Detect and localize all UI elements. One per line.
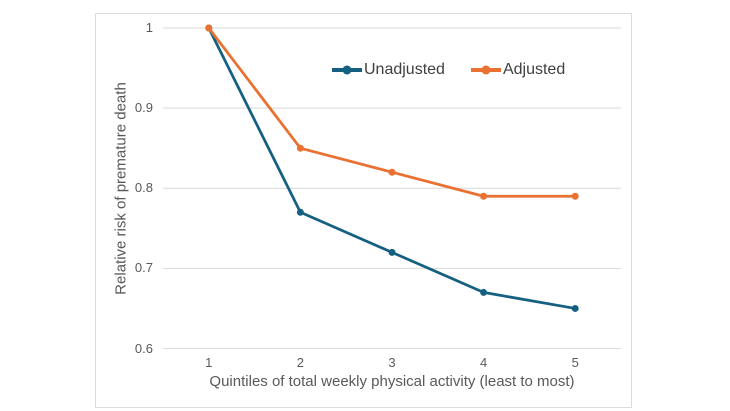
plot-area [163, 24, 621, 349]
x-axis-title: Quintiles of total weekly physical activ… [209, 373, 575, 390]
data-point-unadjusted [480, 288, 488, 296]
data-point-adjusted [480, 192, 488, 200]
x-tick-label: 2 [296, 355, 304, 370]
legend-label: Unadjusted [364, 61, 445, 78]
x-tick-label: 1 [205, 355, 213, 370]
y-tick-label: 0.9 [134, 100, 153, 116]
data-point-unadjusted [296, 208, 304, 216]
legend-item-unadjusted: Unadjusted [332, 61, 445, 79]
x-tick-label: 5 [571, 355, 579, 370]
y-tick-label: 0.6 [134, 340, 153, 356]
y-tick-label: 0.7 [134, 260, 153, 276]
data-point-unadjusted [388, 248, 396, 256]
legend-line-marker-icon [470, 65, 501, 75]
line-chart: Relative risk of premature death Quintil… [95, 13, 632, 408]
legend-dot-icon [342, 65, 352, 75]
y-tick-label: 0.8 [134, 180, 153, 196]
legend-item-adjusted: Adjusted [470, 61, 566, 79]
legend-dot-icon [481, 65, 491, 75]
legend: Unadjusted Adjusted [332, 61, 565, 79]
data-point-unadjusted [571, 304, 579, 312]
data-point-adjusted [571, 192, 579, 200]
legend-label: Adjusted [502, 61, 566, 78]
y-tick-label: 1 [145, 20, 153, 35]
data-point-adjusted [296, 144, 304, 152]
legend-line-marker-icon [332, 65, 362, 75]
x-tick-label: 3 [388, 355, 396, 370]
x-tick-label: 4 [479, 355, 488, 370]
data-point-adjusted [388, 168, 396, 176]
data-point-adjusted [205, 24, 213, 32]
